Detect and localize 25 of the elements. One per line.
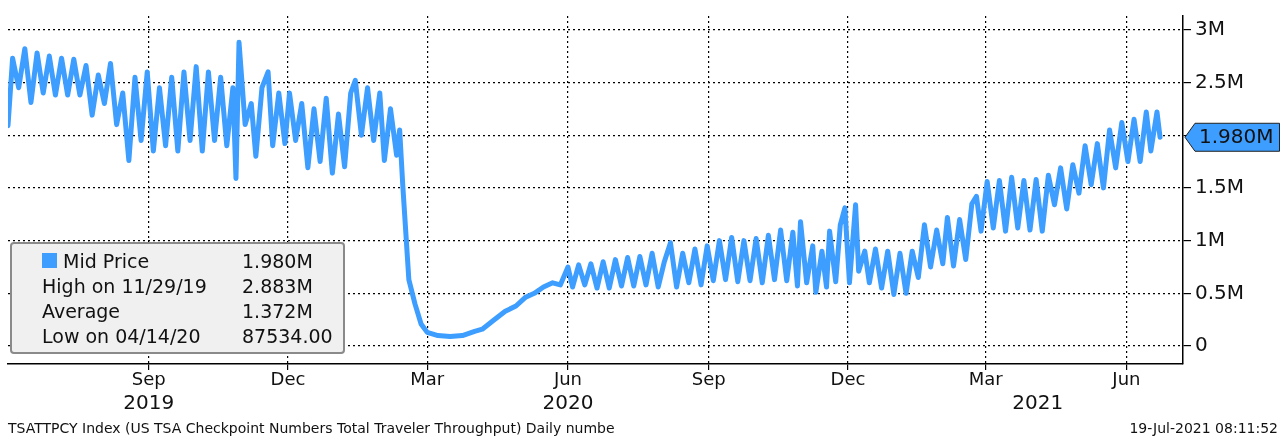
x2-tick-label: 2019 [123,390,175,415]
x2-tick-label: 2021 [1012,390,1064,415]
y-tick-label: 0 [1195,332,1208,357]
text: 19-Jul-2021 08:11:52 [1129,420,1278,436]
y-tick-label: 1.5M [1195,174,1245,199]
annotation: 1.980M [1199,124,1274,149]
x-tick-label: Jun [1111,368,1141,390]
x-tick-label: Dec [830,368,866,390]
x-tick-label: Jun [552,368,583,390]
y-tick-label: 2.5M [1195,68,1245,93]
text: 1.980M [242,249,313,272]
x-tick-label: Mar [410,368,445,390]
y-tick-label: 0.5M [1195,279,1245,304]
y-tick-label: 1M [1195,226,1225,251]
text: Average 1.372M [42,299,313,322]
x2-tick-label: 2020 [542,390,594,415]
y-tick-label: 3M [1195,15,1225,40]
x-tick-label: Dec [270,368,306,390]
text: TSATTPCY Index (US TSA Checkpoint Numbers Total Traveler Throughput) Daily numbe [8,420,615,436]
x-tick-label: Sep [691,368,726,390]
x-tick-label: Mar [968,368,1004,390]
text: High on 11/29/19 2.883M [42,274,313,297]
x-tick-label: Sep [131,368,166,390]
legend-label: Mid Price [63,249,151,272]
text: Low on 04/14/20 87534.00 [42,324,333,347]
